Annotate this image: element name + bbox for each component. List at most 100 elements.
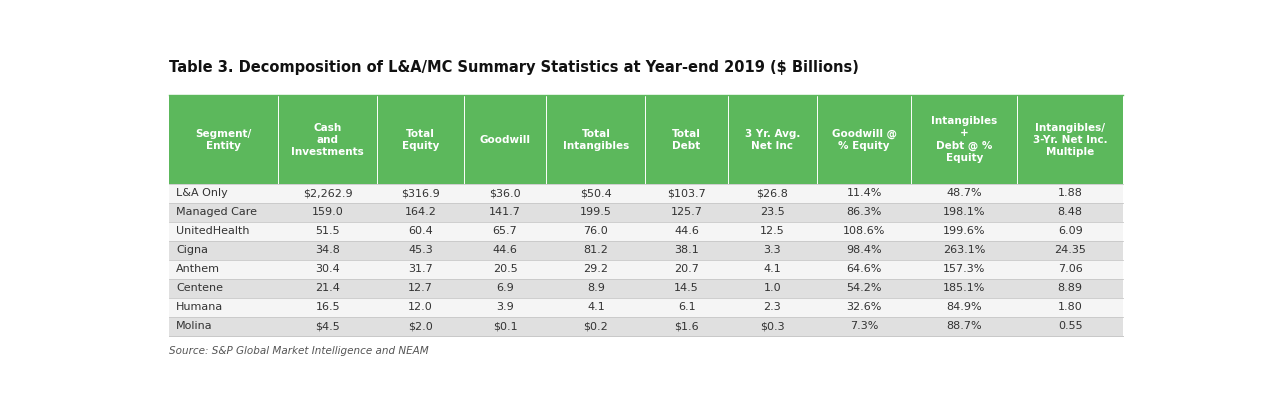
Text: 141.7: 141.7: [489, 207, 521, 217]
Text: 3.3: 3.3: [763, 245, 781, 255]
Bar: [169, 95, 1124, 184]
Text: 23.5: 23.5: [760, 207, 784, 217]
Text: Intangibles
+
Debt @ %
Equity: Intangibles + Debt @ % Equity: [931, 116, 997, 163]
Text: 48.7%: 48.7%: [947, 188, 982, 199]
Text: 4.1: 4.1: [586, 302, 605, 312]
Text: 0.55: 0.55: [1058, 321, 1082, 331]
Text: $4.5: $4.5: [315, 321, 340, 331]
Bar: [169, 222, 1124, 241]
Text: 7.06: 7.06: [1058, 264, 1083, 274]
Text: 76.0: 76.0: [584, 226, 608, 236]
Text: Segment/
Entity: Segment/ Entity: [195, 129, 252, 150]
Text: $26.8: $26.8: [757, 188, 788, 199]
Text: $0.1: $0.1: [493, 321, 517, 331]
Text: Anthem: Anthem: [177, 264, 221, 274]
Text: Total
Intangibles: Total Intangibles: [562, 129, 629, 150]
Text: 12.5: 12.5: [760, 226, 784, 236]
Text: $0.2: $0.2: [584, 321, 608, 331]
Text: 4.1: 4.1: [763, 264, 781, 274]
Text: $2.0: $2.0: [409, 321, 433, 331]
Text: $1.6: $1.6: [675, 321, 699, 331]
Bar: [169, 260, 1124, 279]
Text: 1.88: 1.88: [1058, 188, 1083, 199]
Text: Source: S&P Global Market Intelligence and NEAM: Source: S&P Global Market Intelligence a…: [169, 346, 429, 356]
Bar: [169, 203, 1124, 222]
Text: $0.3: $0.3: [760, 321, 784, 331]
Text: 164.2: 164.2: [405, 207, 436, 217]
Bar: [169, 298, 1124, 317]
Text: 11.4%: 11.4%: [846, 188, 881, 199]
Text: UnitedHealth: UnitedHealth: [177, 226, 250, 236]
Text: 88.7%: 88.7%: [947, 321, 982, 331]
Text: $50.4: $50.4: [580, 188, 612, 199]
Text: 60.4: 60.4: [409, 226, 433, 236]
Text: L&A Only: L&A Only: [177, 188, 228, 199]
Text: 86.3%: 86.3%: [846, 207, 881, 217]
Text: 159.0: 159.0: [311, 207, 343, 217]
Text: 54.2%: 54.2%: [846, 283, 881, 293]
Text: 31.7: 31.7: [409, 264, 433, 274]
Text: Intangibles/
3-Yr. Net Inc.
Multiple: Intangibles/ 3-Yr. Net Inc. Multiple: [1033, 122, 1107, 157]
Text: 30.4: 30.4: [315, 264, 340, 274]
Text: Total
Debt: Total Debt: [672, 129, 701, 150]
Text: 81.2: 81.2: [584, 245, 608, 255]
Text: 24.35: 24.35: [1054, 245, 1086, 255]
Text: 14.5: 14.5: [675, 283, 699, 293]
Text: 12.7: 12.7: [409, 283, 433, 293]
Bar: [169, 241, 1124, 260]
Bar: [169, 279, 1124, 298]
Text: 1.80: 1.80: [1058, 302, 1083, 312]
Text: 199.6%: 199.6%: [943, 226, 986, 236]
Text: Total
Equity: Total Equity: [402, 129, 439, 150]
Text: Table 3. Decomposition of L&A/MC Summary Statistics at Year-end 2019 ($ Billions: Table 3. Decomposition of L&A/MC Summary…: [169, 60, 859, 75]
Text: 1.0: 1.0: [763, 283, 781, 293]
Text: 34.8: 34.8: [315, 245, 340, 255]
Text: 263.1%: 263.1%: [943, 245, 986, 255]
Bar: [169, 184, 1124, 203]
Text: 8.9: 8.9: [586, 283, 605, 293]
Text: 64.6%: 64.6%: [846, 264, 881, 274]
Text: 45.3: 45.3: [409, 245, 433, 255]
Text: $2,262.9: $2,262.9: [303, 188, 353, 199]
Text: 20.7: 20.7: [675, 264, 699, 274]
Text: $103.7: $103.7: [667, 188, 706, 199]
Text: 8.48: 8.48: [1058, 207, 1083, 217]
Text: Goodwill: Goodwill: [479, 134, 531, 145]
Text: 84.9%: 84.9%: [947, 302, 982, 312]
Text: 3 Yr. Avg.
Net Inc: 3 Yr. Avg. Net Inc: [744, 129, 799, 150]
Text: 44.6: 44.6: [675, 226, 699, 236]
Text: 29.2: 29.2: [584, 264, 608, 274]
Text: 185.1%: 185.1%: [943, 283, 986, 293]
Text: Goodwill @
% Equity: Goodwill @ % Equity: [831, 128, 897, 151]
Text: 8.89: 8.89: [1058, 283, 1083, 293]
Text: 20.5: 20.5: [493, 264, 517, 274]
Text: 32.6%: 32.6%: [846, 302, 881, 312]
Text: 6.9: 6.9: [497, 283, 514, 293]
Text: 98.4%: 98.4%: [846, 245, 881, 255]
Text: Managed Care: Managed Care: [177, 207, 257, 217]
Text: Cigna: Cigna: [177, 245, 208, 255]
Text: 2.3: 2.3: [763, 302, 781, 312]
Text: 108.6%: 108.6%: [842, 226, 885, 236]
Text: 199.5: 199.5: [580, 207, 612, 217]
Text: 51.5: 51.5: [315, 226, 340, 236]
Text: 12.0: 12.0: [409, 302, 433, 312]
Text: 125.7: 125.7: [671, 207, 702, 217]
Text: Cash
and
Investments: Cash and Investments: [291, 122, 364, 157]
Text: 21.4: 21.4: [315, 283, 340, 293]
Text: 44.6: 44.6: [493, 245, 517, 255]
Text: 157.3%: 157.3%: [943, 264, 986, 274]
Text: Molina: Molina: [177, 321, 213, 331]
Text: 65.7: 65.7: [493, 226, 517, 236]
Text: 7.3%: 7.3%: [850, 321, 878, 331]
Text: 16.5: 16.5: [315, 302, 340, 312]
Text: 198.1%: 198.1%: [943, 207, 986, 217]
Text: Centene: Centene: [177, 283, 223, 293]
Text: Humana: Humana: [177, 302, 223, 312]
Text: 38.1: 38.1: [675, 245, 699, 255]
Bar: [169, 317, 1124, 336]
Text: 3.9: 3.9: [497, 302, 514, 312]
Text: $316.9: $316.9: [401, 188, 440, 199]
Text: 6.1: 6.1: [677, 302, 695, 312]
Text: 6.09: 6.09: [1058, 226, 1083, 236]
